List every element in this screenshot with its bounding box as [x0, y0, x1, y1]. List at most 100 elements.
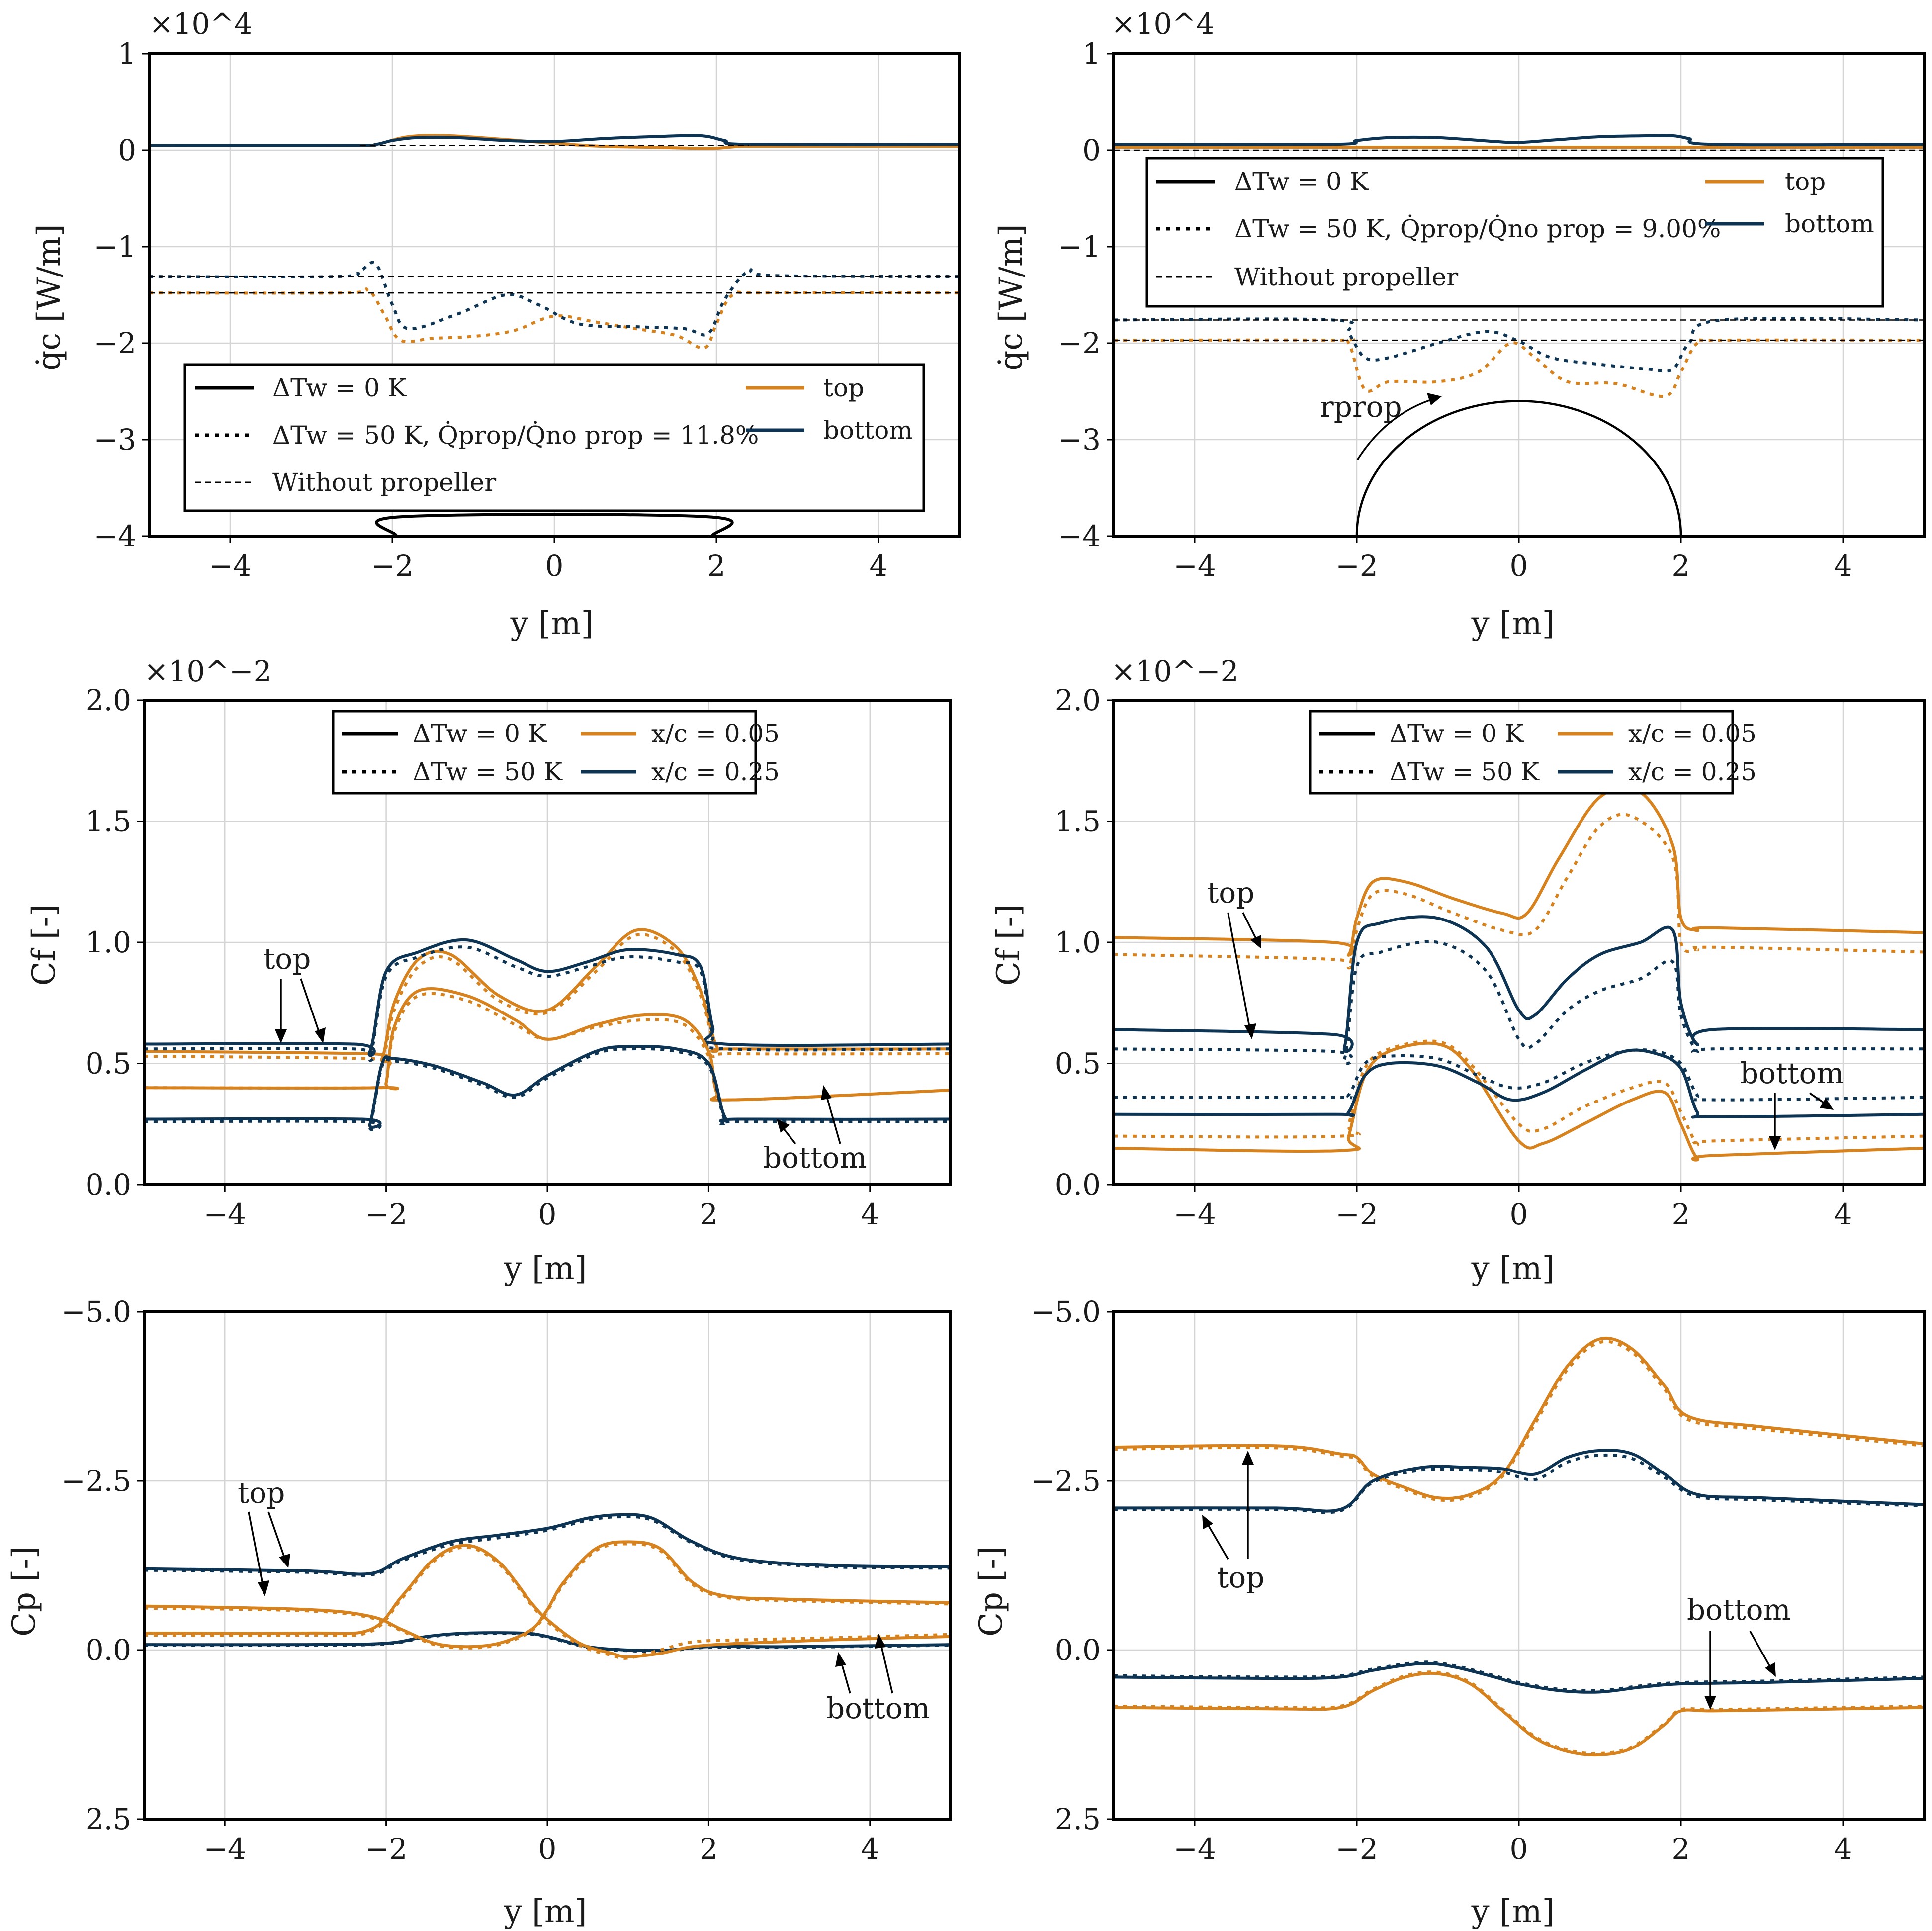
y-tick-label: −2 [94, 326, 137, 360]
y-tick-label: −4 [94, 519, 137, 553]
plot-frame [1112, 1310, 1926, 1821]
y-tick-label: 0 [1082, 133, 1101, 167]
series-line [144, 1047, 951, 1131]
arrowhead [1765, 1662, 1776, 1677]
y-tick-label: −3 [94, 423, 137, 457]
x-axis-label: y [m] [503, 1250, 587, 1287]
series-line [144, 938, 951, 1057]
plot-frame [143, 1310, 952, 1821]
x-tick-label: 0 [538, 1832, 557, 1866]
legend-navy-label: bottom [1785, 209, 1874, 238]
series-line [144, 1631, 951, 1652]
series-group [1114, 786, 1924, 1162]
x-axis-label: y [m] [1471, 1893, 1554, 1930]
arrowhead [1244, 1023, 1256, 1039]
x-tick-label: −4 [209, 549, 252, 583]
panel-qc-left: −4 −2 0 2 410−1−2−3−4 ×10^4 y [m] q̇c [W/m] … [31, 7, 961, 642]
arrowhead [1704, 1696, 1716, 1710]
arrowhead [1242, 1451, 1254, 1465]
x-tick-label: −4 [1173, 549, 1216, 583]
series-group [144, 1513, 951, 1660]
series-line [149, 261, 960, 337]
arrowhead [1427, 393, 1442, 405]
y-tick-label: −1 [94, 230, 137, 264]
legend-solid-label: ΔTw = 0 K [413, 719, 547, 748]
panel-cp-right: −4 −2 0 2 4 −5.0 −2.5 0.0 2.5 y [m] Cp [-] top b… [973, 1295, 1926, 1930]
series-line [375, 513, 734, 536]
x-tick-label: 2 [1672, 549, 1690, 583]
legend-orange-label: top [823, 373, 864, 402]
y-axis-label: Cp [-] [6, 1546, 43, 1637]
arrowhead [1202, 1515, 1213, 1529]
legend-navy-label: bottom [823, 416, 913, 445]
axis-multiplier: ×10^−2 [144, 654, 272, 688]
y-tick-label: −5.0 [1031, 1295, 1101, 1329]
annotation-top: top [238, 1476, 285, 1510]
legend-dotted-label: ΔTw = 50 K, Q̇prop/Q̇no prop = 9.00% [1234, 214, 1721, 243]
y-tick-label: 0.5 [1055, 1047, 1101, 1081]
y-tick-label: −3 [1058, 423, 1101, 457]
x-tick-label: 4 [1834, 1197, 1852, 1231]
legend: ΔTw = 0 K ΔTw = 50 K x/c = 0.05 x/c = 0.… [332, 710, 780, 795]
plot-area: −4 −2 0 2 4 −5.0 −2.5 0.0 2.5 [61, 1295, 952, 1866]
x-tick-label: −2 [1335, 549, 1378, 583]
x-tick-label: −2 [1335, 1197, 1378, 1231]
x-tick-label: −2 [365, 1197, 408, 1231]
x-tick-label: −4 [203, 1832, 246, 1866]
panel-qc-right: −4 −2 0 2 410−1−2−3−4 ×10^4 y [m] q̇c [W/m] … [993, 7, 1926, 642]
annotation-bottom: bottom [826, 1691, 930, 1725]
x-tick-label: 2 [1672, 1197, 1690, 1231]
series-line [1114, 1340, 1924, 1502]
panel-cp-left: −4 −2 0 2 4 −5.0 −2.5 0.0 2.5 y [m] Cp [-] top b… [6, 1295, 952, 1930]
plot-area: −4 −2 0 2 4 1 0 −1 −2 −3 −4 [94, 37, 961, 583]
annotation-bottom: bottom [763, 1141, 867, 1175]
series-line [1114, 813, 1924, 970]
plot-area: −4 −2 0 2 4 2.0 1.5 1.0 0.5 0.0 [86, 683, 952, 1231]
legend-orange-label: x/c = 0.05 [651, 719, 780, 748]
series-line [1114, 1048, 1924, 1119]
y-tick-label: 0 [118, 133, 136, 167]
plot-area: −4 −2 0 2 4 1 0 −1 −2 −3 −4 [1058, 37, 1926, 583]
arrowhead [315, 1027, 326, 1043]
x-tick-label: 2 [700, 1832, 718, 1866]
series-line [1114, 1449, 1924, 1513]
arrowhead [275, 1029, 287, 1043]
arrowhead [777, 1119, 790, 1133]
y-tick-label: 0.0 [1055, 1633, 1101, 1667]
x-tick-label: 2 [1672, 1832, 1690, 1866]
y-tick-label: 0.5 [86, 1047, 131, 1081]
plot-frame [1112, 52, 1926, 538]
x-tick-label: 0 [1510, 549, 1528, 583]
series-line [1114, 915, 1924, 1053]
y-tick-label: 2.5 [86, 1802, 131, 1836]
y-axis-label: Cf [-] [26, 904, 63, 986]
y-tick-label: 1.0 [1055, 925, 1101, 959]
axis-multiplier: ×10^4 [1111, 7, 1215, 41]
arrowhead [821, 1085, 832, 1100]
series-line [1114, 1048, 1924, 1102]
y-tick-label: 2.0 [1055, 683, 1101, 717]
y-tick-label: 0.0 [86, 1168, 131, 1201]
series-line [1114, 134, 1924, 147]
x-tick-label: −4 [1173, 1832, 1216, 1866]
annotation-bottom: bottom [1687, 1593, 1791, 1627]
legend-dotted-label: ΔTw = 50 K, Q̇prop/Q̇no prop = 11.8% [272, 420, 759, 450]
x-tick-label: 0 [1510, 1832, 1528, 1866]
y-axis-label: q̇c [W/m] [993, 224, 1030, 370]
legend-dashed-label: Without propeller [1234, 263, 1458, 291]
y-axis-label: q̇c [W/m] [31, 224, 68, 370]
x-tick-label: 0 [538, 1197, 557, 1231]
x-axis-label: y [m] [1471, 1250, 1554, 1287]
series-group [1114, 134, 1924, 536]
x-tick-label: 0 [1510, 1197, 1528, 1231]
x-axis-label: y [m] [510, 605, 593, 642]
y-tick-label: 2.5 [1055, 1802, 1101, 1836]
legend: ΔTw = 0 K ΔTw = 50 K, Q̇prop/Q̇no prop =… [183, 363, 925, 512]
annotation-arrow [1356, 397, 1437, 460]
y-tick-label: −2.5 [1031, 1464, 1101, 1498]
plot-area: −4 −2 0 2 4 2.0 1.5 1.0 0.5 0.0 [1055, 683, 1926, 1231]
series-line [1114, 1670, 1924, 1755]
x-tick-label: −2 [1335, 1832, 1378, 1866]
arrowhead [1250, 935, 1261, 949]
